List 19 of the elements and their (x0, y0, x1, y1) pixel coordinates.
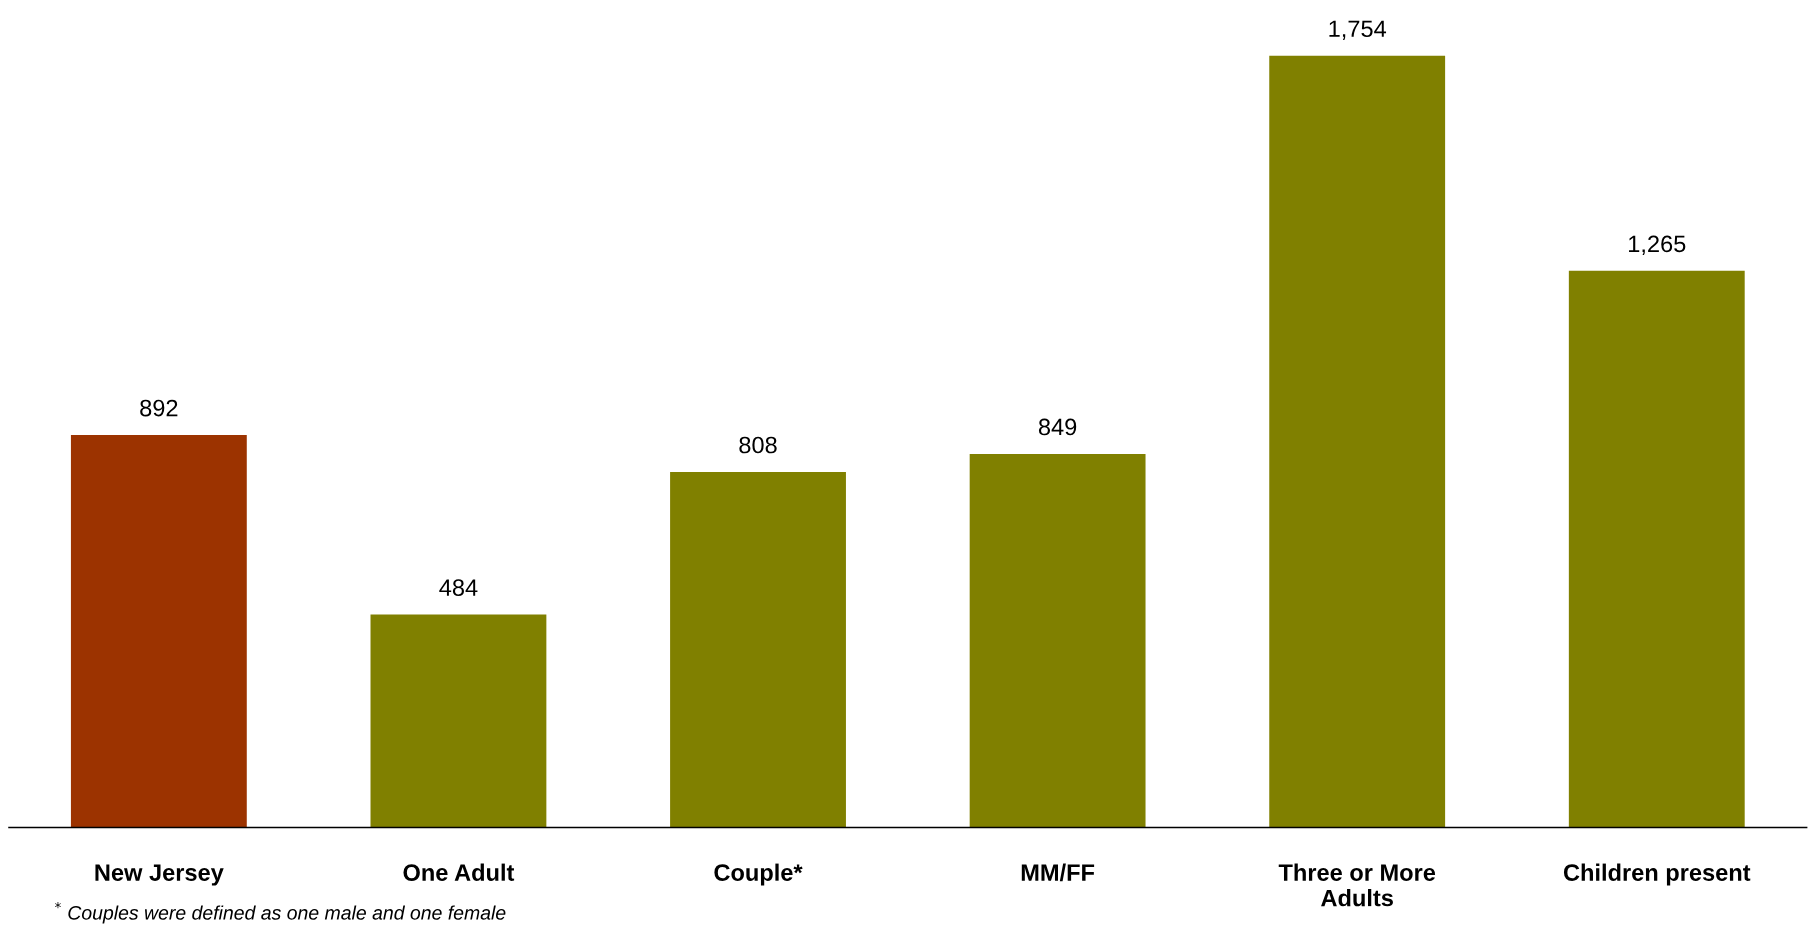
bar (969, 453, 1146, 828)
data-label: 892 (140, 399, 178, 417)
x-tick-label: New Jersey (95, 864, 224, 886)
bar (1269, 55, 1446, 828)
x-tick-label: Three or More Adults (1278, 863, 1436, 907)
data-label: 849 (1038, 418, 1077, 436)
x-tick-label: MM/FF (1021, 863, 1095, 882)
x-tick-label: Couple* (714, 863, 803, 886)
text: $^{*}$ Couples were defined as one male and one female (54, 902, 506, 924)
x-tick-label: Children present (1563, 863, 1751, 886)
data-label: 1,754 (1329, 20, 1387, 40)
data-label: 1,265 (1629, 235, 1686, 256)
bar (370, 614, 547, 828)
bar (670, 471, 846, 828)
data-label: 808 (739, 436, 777, 454)
bar (1568, 270, 1745, 828)
bar (70, 434, 247, 828)
data-label: 484 (439, 579, 478, 596)
x-tick-label: One Adult (403, 863, 515, 881)
